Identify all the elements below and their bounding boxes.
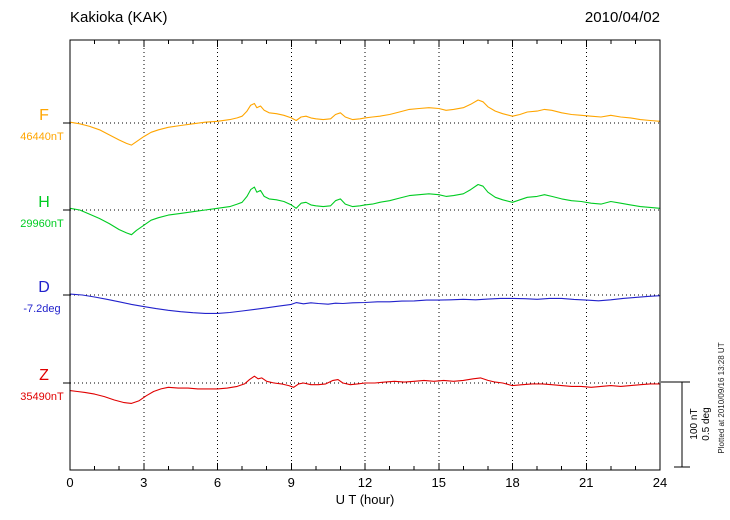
plotted-at-note: Plotted at 2010/09/16 13:28 UT [717, 342, 726, 453]
traces [69, 99, 661, 404]
series-baseline-label-Z: 35490nT [20, 391, 64, 403]
baselines [63, 122, 660, 384]
trace-H [69, 183, 661, 236]
scale-label-deg: 0.5 deg [701, 407, 712, 440]
series-baseline-label-H: 29960nT [20, 218, 64, 230]
x-tick-label-0: 0 [66, 475, 73, 490]
scale-label-nt: 100 nT [689, 408, 700, 439]
x-tick-label-15: 15 [432, 475, 446, 490]
series-letter-F: F [39, 107, 49, 124]
trace-Z [69, 375, 661, 404]
gridlines [143, 40, 587, 470]
series-labels: F 46440nT H 29960nT D -7.2deg Z 35490nT [20, 107, 64, 403]
x-tick-label-18: 18 [505, 475, 519, 490]
plot-frame [69, 39, 661, 471]
series-letter-D: D [38, 279, 50, 296]
x-tick-label-9: 9 [288, 475, 295, 490]
scale-bar [661, 381, 690, 468]
x-tick-label-12: 12 [358, 475, 372, 490]
x-tick-label-3: 3 [140, 475, 147, 490]
series-letter-H: H [38, 194, 50, 211]
trace-D [69, 293, 661, 314]
series-baseline-label-F: 46440nT [20, 131, 64, 143]
x-tick-label-21: 21 [579, 475, 593, 490]
series-baseline-label-D: -7.2deg [23, 303, 60, 315]
x-axis-label: U T (hour) [336, 492, 395, 507]
x-tick-label-6: 6 [214, 475, 221, 490]
x-tick-labels: 0 3 6 9 12 15 18 21 24 [66, 475, 667, 490]
axis-ticks [94, 40, 636, 470]
series-letter-Z: Z [39, 367, 49, 384]
plot-date: 2010/04/02 [585, 9, 660, 26]
x-tick-label-24: 24 [653, 475, 667, 490]
station-title: Kakioka (KAK) [70, 9, 168, 26]
trace-F [69, 99, 661, 146]
